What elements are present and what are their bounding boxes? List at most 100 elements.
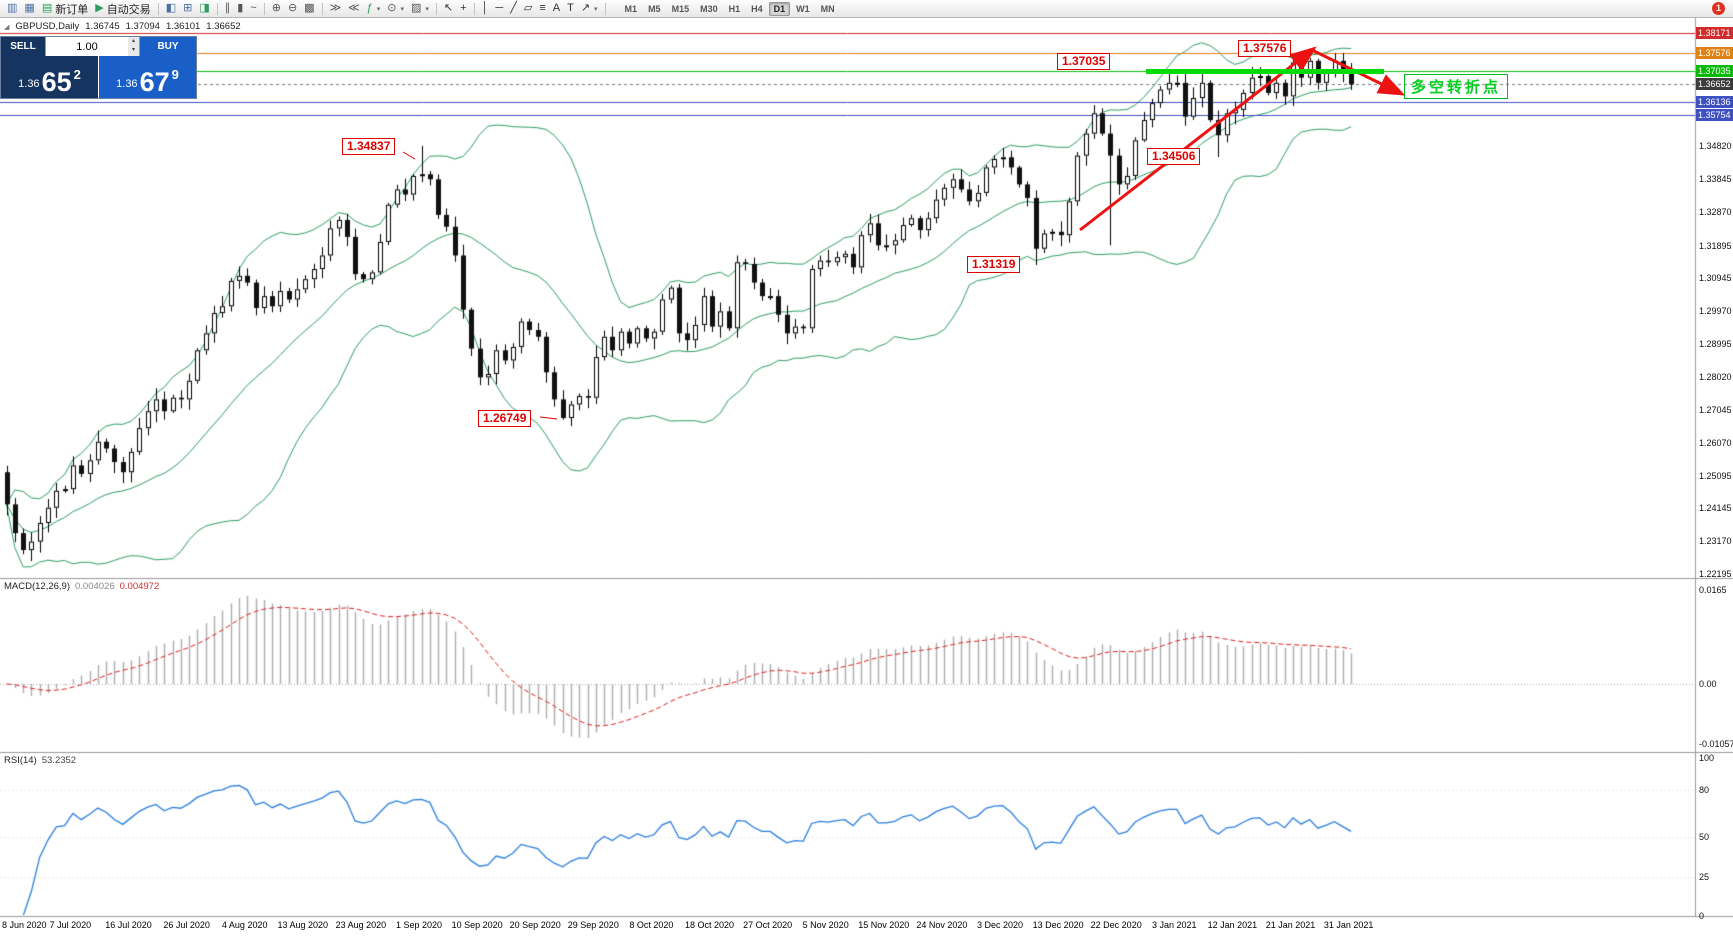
date-axis-label: 10 Sep 2020 [451,920,503,930]
dropdown-caret-icon: ▾ [594,5,598,13]
rsi-value: 53.2352 [41,755,77,766]
price-axis-label: 1.26070 [1699,437,1732,448]
rsi-scale-label: 50 [1699,832,1710,842]
crosshair-icon[interactable]: + [457,1,469,17]
chart-profiles-icon[interactable]: ▦ [21,1,37,17]
chart-shift-icon[interactable]: ≪ [345,1,363,17]
sell-price-display[interactable]: 1.36 65 2 [1,56,99,98]
line-chart-icon[interactable]: ~ [247,1,259,17]
text-glyph: A [552,2,561,14]
indicators-button[interactable]: ƒ ▾ [364,1,384,17]
auto-scroll-icon[interactable]: ≫ [327,1,345,17]
price-annotation-1.37576: 1.37576 [1238,40,1292,57]
price-annotation-1.31319: 1.31319 [967,256,1021,273]
timeframe-w1-button[interactable]: W1 [796,3,810,14]
new-chart-glyph: ▥ [7,2,18,14]
price-axis-label: 1.31895 [1699,240,1732,251]
new-order-button-label: 新订单 [55,3,89,16]
date-axis-label: 20 Sep 2020 [509,920,561,930]
timeframe-m1-button[interactable]: M1 [624,3,638,14]
rsi-scale-label: 0 [1699,911,1705,921]
timeframe-d1-button[interactable]: D1 [768,1,791,16]
trendline-icon[interactable]: ╱ [507,1,520,17]
fibonacci-icon[interactable]: ≡ [536,1,548,17]
market-watch-icon[interactable]: ◧ [163,1,179,17]
channel-icon[interactable]: ▱ [521,1,535,17]
vertical-line-icon[interactable]: │ [479,1,492,17]
timeframe-m30-button[interactable]: M30 [700,3,718,14]
periods-button[interactable]: ⊙ ▾ [384,1,407,17]
text-icon[interactable]: A [550,1,563,17]
toolbar-separator [157,2,159,15]
price-annotation-1.37035: 1.37035 [1057,53,1111,70]
price-axis-label: 1.32870 [1699,207,1732,218]
new-order-button[interactable]: ▤ 新订单 [39,1,91,17]
bar-chart-glyph: ∥ [224,2,231,14]
zoom-out-icon[interactable]: ⊖ [285,1,300,17]
bar-chart-icon[interactable]: ∥ [222,1,234,17]
date-axis-label: 29 Sep 2020 [567,920,619,930]
timeframe-h1-button[interactable]: H1 [728,3,741,14]
notification-badge[interactable]: 1 [1712,2,1725,15]
date-axis-label: 13 Aug 2020 [277,920,329,930]
volume-up-icon[interactable]: ▴ [131,38,135,44]
chart-symbol-period: GBPUSD,Daily [15,21,80,32]
date-axis-label: 12 Jan 2021 [1207,920,1258,930]
buy-price-figure: 1.36 [116,78,138,90]
dropdown-caret-icon: ▾ [425,5,429,13]
cursor-icon[interactable]: ↖ [441,1,456,17]
price-axis-label: 1.30945 [1699,272,1732,283]
date-axis-label: 27 Oct 2020 [743,920,793,930]
timeframe-m5-button[interactable]: M5 [648,3,661,14]
timeframe-h4-button[interactable]: H4 [751,3,763,14]
horizontal-line-glyph: ─ [495,2,504,14]
templates-button[interactable]: ▨ ▾ [408,1,432,17]
dropdown-caret-icon: ▾ [376,5,381,13]
sell-button[interactable]: SELL [1,37,45,56]
vertical-line-glyph: │ [481,2,489,14]
toolbar-separator [473,2,475,15]
timeframe-m15-button[interactable]: M15 [671,3,690,14]
autotrading-button[interactable]: ▶ 自动交易 [92,1,153,17]
rsi-name: RSI(14) [4,755,37,766]
chart-shift-glyph: ≪ [348,2,360,14]
periods-glyph: ⊙ [387,2,397,14]
horizontal-line-icon[interactable]: ─ [492,1,506,17]
price-badge-1.38171: 1.38171 [1696,27,1733,39]
data-window-icon[interactable]: ⊞ [180,1,195,17]
resistance-green-line [1146,68,1384,74]
buy-button[interactable]: BUY [140,37,196,56]
rsi-scale-label: 25 [1699,871,1710,882]
ohlc-close: 1.36652 [206,21,241,32]
market-watch-glyph: ◧ [165,2,177,14]
volume-down-icon[interactable]: ▾ [131,47,135,53]
cursor-glyph: ↖ [443,2,454,14]
volume-control: ▴ ▾ [45,37,140,56]
new-chart-icon[interactable]: ▥ [4,1,20,17]
arrows-tool-icon[interactable]: ↗ ▾ [578,1,601,17]
navigator-icon[interactable]: ◨ [196,1,212,17]
price-badge-1.37576: 1.37576 [1696,47,1733,60]
toolbar-separator [435,2,437,15]
arrows-tool-glyph: ↗ [580,2,591,14]
timeframe-mn-button[interactable]: MN [820,3,835,14]
date-axis-label: 8 Jun 2020 [2,920,47,930]
buy-price-display[interactable]: 1.36 67 9 [99,56,196,98]
date-axis-label: 21 Jan 2021 [1265,920,1316,930]
dropdown-caret-icon: ▾ [400,5,404,13]
date-axis-label: 1 Sep 2020 [395,920,443,930]
date-axis-label: 7 Jul 2020 [49,920,92,930]
volume-input[interactable] [46,37,128,56]
date-axis-label: 3 Jan 2021 [1152,920,1197,930]
trendline-glyph: ╱ [510,2,517,14]
candlestick-chart-icon[interactable]: ▮ [234,1,246,17]
ohlc-low: 1.36101 [165,21,201,32]
templates-glyph: ▨ [410,2,422,14]
price-axis-label: 1.25095 [1699,470,1732,481]
ohlc-open: 1.36745 [85,21,120,32]
zoom-in-icon[interactable]: ⊕ [269,1,284,17]
text-label-icon[interactable]: T [564,1,577,17]
tile-windows-icon[interactable]: ▩ [301,1,317,17]
